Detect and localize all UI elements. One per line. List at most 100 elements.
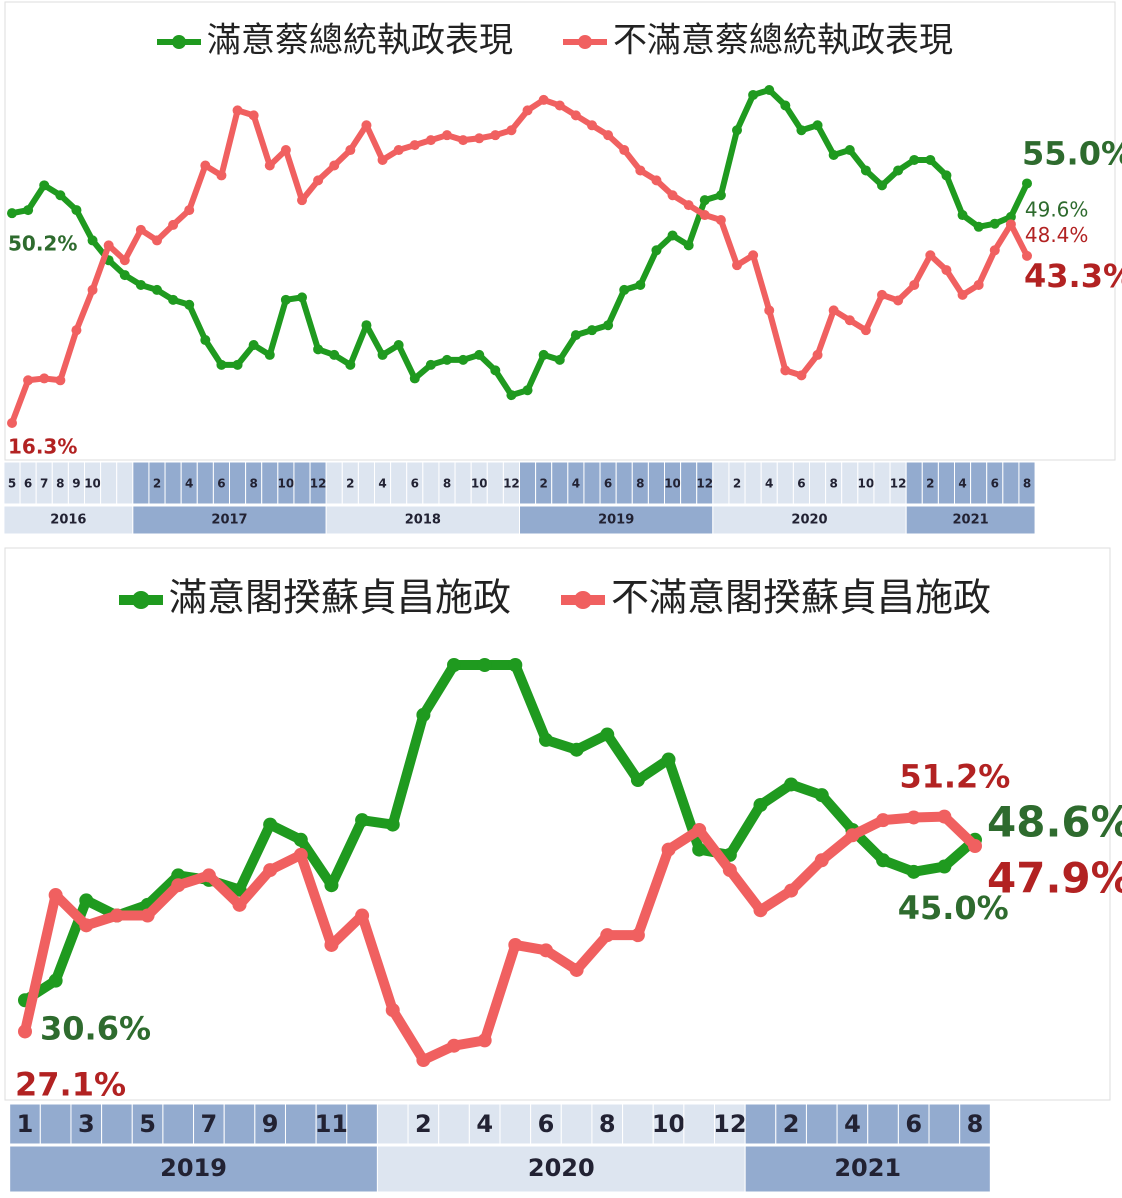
- data-point: [630, 928, 645, 943]
- legend-label: 滿意蔡總統執政表現: [207, 21, 513, 61]
- month-cell: [560, 1103, 593, 1145]
- data-point: [171, 878, 186, 893]
- data-point: [355, 813, 370, 828]
- data-point: [280, 145, 291, 156]
- data-point: [844, 315, 855, 326]
- month-cell: [357, 461, 375, 505]
- data-point: [87, 235, 98, 246]
- x-tick-label: 6: [797, 477, 805, 491]
- data-point: [554, 100, 565, 111]
- data-point: [732, 125, 742, 136]
- data-point: [490, 365, 501, 376]
- year-cell: [905, 505, 1036, 535]
- month-cell: [959, 1103, 991, 1145]
- legend-label: 滿意閣揆蘇貞昌施政: [169, 576, 511, 620]
- x-tick-label: 12: [713, 1110, 746, 1138]
- data-point: [103, 240, 114, 251]
- data-point: [764, 305, 775, 316]
- data-point: [784, 883, 799, 898]
- data-point: [263, 817, 278, 832]
- x-tick-label: 8: [443, 477, 451, 491]
- month-cell: [937, 461, 956, 505]
- data-point: [248, 340, 259, 351]
- month-cell: [468, 1103, 501, 1145]
- month-cell: [454, 461, 472, 505]
- month-cell: [438, 1103, 470, 1145]
- data-point: [732, 260, 742, 271]
- data-point: [784, 777, 799, 792]
- month-cell: [622, 1103, 654, 1145]
- month-cell: [70, 1103, 103, 1145]
- data-point: [201, 868, 216, 883]
- month-cell: [841, 461, 859, 505]
- year-cell: [744, 1145, 991, 1193]
- data-point: [293, 832, 308, 847]
- month-cell: [132, 461, 150, 505]
- year-cell: [132, 505, 327, 535]
- data-point: [780, 100, 791, 111]
- x-tick-label: 10: [471, 477, 488, 491]
- data-point: [860, 165, 871, 176]
- year-label: 2019: [598, 513, 634, 528]
- data-point: [345, 145, 356, 156]
- data-point: [506, 125, 517, 136]
- data-point: [538, 732, 553, 747]
- value-label: 16.3%: [8, 435, 77, 459]
- data-point: [715, 214, 726, 225]
- data-point: [1005, 219, 1016, 230]
- data-point: [570, 110, 581, 121]
- year-label: 2017: [211, 513, 247, 528]
- data-point: [699, 195, 710, 206]
- x-tick-label: 4: [765, 477, 773, 491]
- data-point: [297, 292, 307, 303]
- data-point: [324, 878, 339, 893]
- data-point: [587, 120, 597, 131]
- data-point: [748, 250, 759, 261]
- year-cell: [376, 1145, 746, 1193]
- x-tick-label: 8: [249, 477, 257, 491]
- x-tick-label: 2: [153, 477, 161, 491]
- month-cell: [775, 1103, 807, 1145]
- data-point: [570, 330, 581, 341]
- data-point: [263, 863, 278, 878]
- x-tick-label: 2: [539, 477, 547, 491]
- data-point: [297, 195, 307, 206]
- month-cell: [905, 461, 923, 505]
- data-point: [184, 299, 195, 310]
- data-point: [79, 893, 94, 908]
- x-tick-label: 2: [926, 477, 934, 491]
- month-cell: [776, 461, 794, 505]
- value-label: 48.6%: [987, 797, 1122, 846]
- month-cell: [261, 461, 279, 505]
- data-point: [152, 284, 162, 295]
- data-point: [458, 135, 469, 146]
- data-point: [941, 170, 952, 181]
- month-cell: [499, 1103, 532, 1145]
- x-tick-label: 8: [56, 477, 64, 491]
- data-point: [522, 105, 533, 116]
- data-point: [71, 205, 82, 216]
- data-point: [522, 385, 533, 396]
- data-point: [722, 863, 737, 878]
- x-tick-label: 12: [503, 477, 520, 491]
- data-point: [661, 752, 676, 767]
- data-point: [683, 240, 694, 251]
- data-point: [603, 130, 614, 141]
- data-point: [844, 145, 855, 156]
- data-point: [989, 218, 1000, 229]
- data-point: [651, 175, 662, 186]
- data-point: [630, 773, 645, 788]
- data-point: [600, 727, 615, 742]
- data-point: [619, 145, 630, 156]
- data-point: [264, 349, 275, 360]
- month-cell: [376, 1103, 409, 1145]
- data-point: [184, 205, 195, 216]
- data-point: [329, 349, 340, 360]
- data-point: [876, 813, 891, 828]
- data-point: [329, 160, 340, 171]
- data-point: [313, 175, 324, 186]
- data-point: [135, 279, 146, 290]
- x-tick-label: 2: [415, 1110, 432, 1138]
- month-cell: [530, 1103, 562, 1145]
- value-label: 49.6%: [1025, 197, 1089, 221]
